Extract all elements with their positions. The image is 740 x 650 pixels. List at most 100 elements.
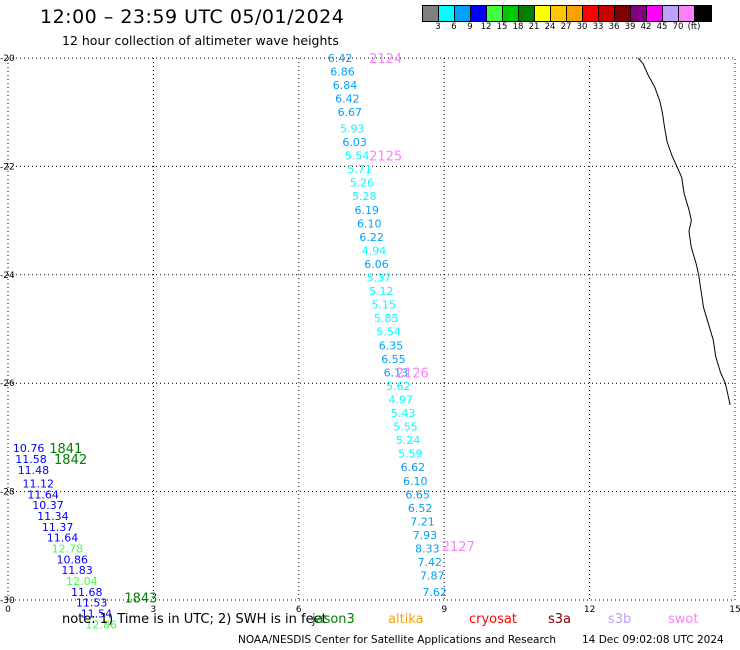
colorbar-label: 21	[528, 22, 540, 32]
colorbar-label: 30	[576, 22, 588, 32]
wave-height-value: 6.19	[355, 204, 380, 217]
colorbar-swatch	[679, 6, 695, 21]
wave-height-value: 6.86	[330, 66, 355, 79]
colorbar-swatch	[615, 6, 631, 21]
wave-height-value: 6.52	[408, 502, 433, 515]
y-tick-label: -28	[0, 488, 15, 498]
wave-height-value: 11.34	[37, 510, 69, 523]
x-tick-label: 9	[441, 605, 447, 615]
wave-height-value: 7.93	[413, 529, 438, 542]
colorbar-swatch	[599, 6, 615, 21]
y-tick-label: -20	[0, 54, 15, 64]
colorbar-label: 27	[560, 22, 572, 32]
colorbar-label: 24	[544, 22, 556, 32]
wave-height-value: 7.87	[420, 570, 445, 583]
wave-height-value: 12.78	[52, 543, 83, 556]
wave-height-value: 11.12	[23, 477, 55, 490]
colorbar-swatch	[455, 6, 471, 21]
wave-height-value: 6.65	[405, 488, 430, 501]
wave-height-value: 11.48	[18, 464, 50, 477]
colorbar-swatch	[487, 6, 503, 21]
pass-number-label: 2124	[369, 52, 402, 67]
colorbar-label: (ft)	[687, 22, 701, 32]
colorbar-label: 3	[435, 22, 441, 32]
footer-agency: NOAA/NESDIS Center for Satellite Applica…	[238, 634, 556, 646]
colorbar-swatch	[471, 6, 487, 21]
colorbar-label: 70	[672, 22, 684, 32]
coastline	[637, 57, 731, 405]
satellite-legend-swot: swot	[668, 612, 699, 627]
x-tick-label: 0	[5, 605, 11, 615]
wave-height-value: 4.97	[388, 393, 413, 406]
wave-height-value: 6.22	[359, 231, 384, 244]
colorbar-swatch	[423, 6, 439, 21]
wave-height-value: 11.37	[42, 521, 74, 534]
wave-height-value: 6.35	[379, 339, 404, 352]
colorbar-swatch	[663, 6, 679, 21]
pass-number-label: 1843	[124, 591, 157, 606]
wave-height-value: 6.55	[381, 353, 406, 366]
wave-height-value: 5.54	[345, 150, 370, 163]
wave-height-value: 5.93	[340, 122, 365, 135]
wave-height-value: 7.62	[422, 586, 447, 599]
wave-height-value: 6.10	[357, 217, 382, 230]
satellite-legend-s3a: s3a	[548, 612, 572, 627]
wave-height-value: 6.06	[364, 258, 389, 271]
wave-height-value: 5.15	[372, 299, 397, 312]
satellite-legend-altika: altika	[388, 612, 424, 627]
page-subtitle: 12 hour collection of altimeter wave hei…	[62, 33, 339, 48]
x-tick-label: 15	[729, 605, 740, 615]
wave-height-value: 11.64	[27, 488, 58, 501]
colorbar-swatch	[695, 6, 711, 21]
wave-height-value: 6.42	[328, 52, 353, 65]
colorbar-label: 45	[656, 22, 668, 32]
wave-height-value: 10.86	[56, 553, 88, 566]
wave-height-value: 7.42	[418, 556, 443, 569]
wave-height-value: 11.53	[76, 597, 108, 610]
colorbar-label: 39	[624, 22, 636, 32]
wave-height-value: 11.58	[15, 453, 47, 466]
wave-height-value: 6.42	[335, 93, 360, 106]
wave-height-value: 11.83	[61, 564, 93, 577]
footer-note: note: 1) Time is in UTC; 2) SWH is in fe…	[62, 612, 327, 627]
wave-height-value: 5.71	[347, 163, 372, 176]
colorbar-swatch	[503, 6, 519, 21]
x-tick-label: 6	[296, 605, 302, 615]
wave-height-value: 5.28	[352, 190, 377, 203]
wave-height-value: 5.55	[393, 421, 418, 434]
colorbar-label: 12	[480, 22, 492, 32]
y-tick-label: -26	[0, 379, 15, 389]
pass-number-label: 2125	[369, 150, 402, 165]
colorbar-swatch	[631, 6, 647, 21]
x-tick-label: 12	[584, 605, 595, 615]
y-tick-label: -22	[0, 162, 15, 172]
wave-height-value: 11.54	[81, 608, 113, 621]
colorbar-label: 6	[451, 22, 457, 32]
wave-height-value: 11.68	[71, 586, 103, 599]
pass-number-label: 1842	[54, 453, 87, 468]
wave-height-value: 5.12	[369, 285, 394, 298]
wave-height-value: 7.21	[410, 515, 435, 528]
colorbar-swatch	[583, 6, 599, 21]
colorbar-swatch	[535, 6, 551, 21]
wave-height-value: 5.54	[376, 326, 401, 339]
colorbar-label: 42	[640, 22, 652, 32]
wave-height-value: 5.26	[350, 177, 375, 190]
wave-height-value: 12.86	[86, 618, 118, 631]
pass-number-label: 2126	[396, 366, 429, 381]
wave-height-value: 6.13	[384, 366, 409, 379]
wave-height-value: 5.24	[396, 434, 421, 447]
wave-height-value: 5.59	[398, 448, 423, 461]
colorbar-swatch	[551, 6, 567, 21]
footer-timestamp: 14 Dec 09:02:08 UTC 2024	[582, 634, 724, 646]
wave-height-value: 6.67	[338, 106, 363, 119]
plot-frame	[7, 57, 736, 601]
wave-height-value: 6.10	[403, 475, 428, 488]
colorbar-swatch	[519, 6, 535, 21]
wave-height-value: 8.33	[415, 543, 440, 556]
wave-height-colorbar	[422, 5, 712, 22]
page-title: 12:00 – 23:59 UTC 05/01/2024	[40, 6, 345, 28]
wave-height-value: 12.04	[66, 575, 98, 588]
y-tick-label: -30	[0, 596, 15, 606]
colorbar-label: 15	[496, 22, 508, 32]
